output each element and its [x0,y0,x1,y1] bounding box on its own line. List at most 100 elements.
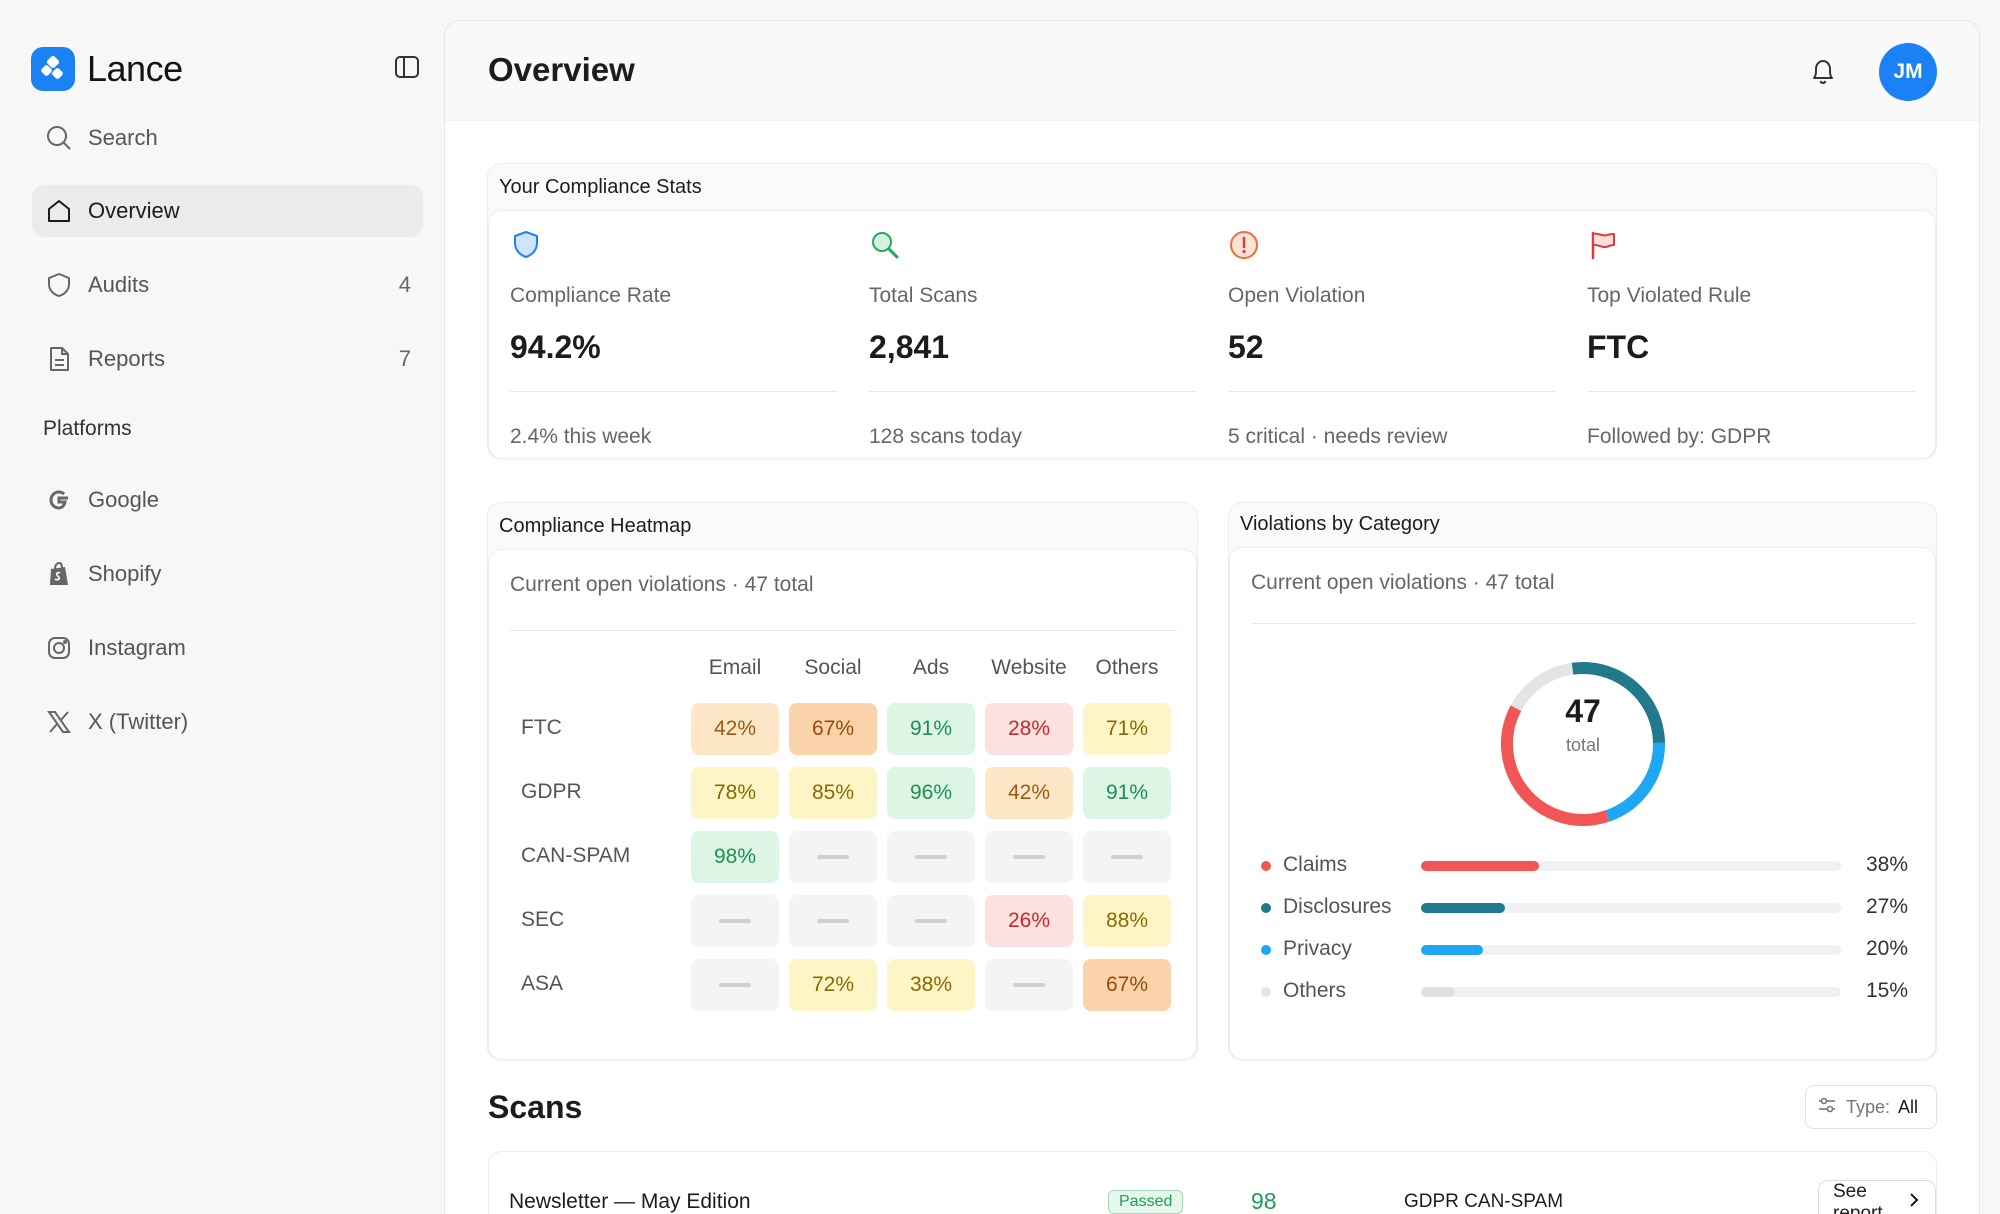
heatmap-cell-empty[interactable] [887,895,975,947]
heatmap-cell[interactable]: 91% [1083,767,1171,819]
sidebar: Lance Search Overview Audits 4 Reports 7… [0,0,444,1214]
scan-score: 98 [1251,1188,1277,1214]
instagram-icon [44,633,74,663]
legend-dot [1261,861,1271,871]
card-title: Compliance Heatmap [499,515,692,537]
heatmap-cell-empty[interactable] [985,959,1073,1011]
chevron-right-icon [1907,1191,1921,1214]
stat-top-violated-rule: Top Violated Rule FTC Followed by: GDPR [1587,229,1915,448]
legend-percent: 15% [1865,979,1908,1002]
stat-open-violation: Open Violation 52 5 critical · needs rev… [1228,229,1556,448]
heatmap-cell-empty[interactable] [691,959,779,1011]
heatmap-cell[interactable]: 26% [985,895,1073,947]
sidebar-item-x-twitter[interactable]: X (Twitter) [32,696,423,748]
heatmap-cell[interactable]: 28% [985,703,1073,755]
stat-total-scans: Total Scans 2,841 128 scans today [869,229,1197,448]
heatmap-cell[interactable]: 78% [691,767,779,819]
heatmap-cell[interactable]: 71% [1083,703,1171,755]
stat-label: Total Scans [869,284,978,307]
heatmap-column-header: Social [804,656,862,679]
legend-bar-fill [1421,861,1540,871]
type-filter-button[interactable]: Type: All [1805,1085,1937,1129]
heatmap-panel: Current open violations · 47 total Email… [488,549,1197,1060]
violations-donut-chart [1497,658,1669,830]
heatmap-cell[interactable]: 96% [887,767,975,819]
empty-dash [719,983,751,987]
google-icon [44,485,74,515]
heatmap-cell[interactable]: 42% [691,703,779,755]
sidebar-item-google[interactable]: Google [32,474,423,526]
legend-label: Disclosures [1283,895,1392,918]
sidebar-item-audits[interactable]: Audits 4 [32,259,423,311]
sidebar-item-instagram[interactable]: Instagram [32,622,423,674]
heatmap-cell-empty[interactable] [789,895,877,947]
scan-name: Newsletter — May Edition [509,1190,751,1213]
heatmap-cell[interactable]: 42% [985,767,1073,819]
heatmap-cell-empty[interactable] [1083,831,1171,883]
empty-dash [1013,983,1045,987]
stat-divider [869,391,1197,392]
heatmap-cell[interactable]: 72% [789,959,877,1011]
legend-label: Others [1283,979,1347,1002]
shopify-icon [44,559,74,589]
stat-value: FTC [1587,329,1650,365]
empty-dash [817,919,849,923]
legend-bar-track [1421,987,1841,997]
heatmap-cell[interactable]: 67% [1083,959,1171,1011]
shield-icon [44,270,74,300]
heatmap-row-label: ASA [521,972,564,995]
bell-icon[interactable] [1805,53,1841,89]
see-report-label: See report [1833,1181,1883,1214]
sidebar-item-shopify[interactable]: Shopify [32,548,423,600]
document-icon [44,344,74,374]
heatmap-row-label: CAN-SPAM [521,844,631,867]
donut-slice-disclosures[interactable] [1497,658,1669,830]
heatmap-cell[interactable]: 67% [789,703,877,755]
heatmap-cell[interactable]: 38% [887,959,975,1011]
legend-bar-track [1421,861,1841,871]
avatar[interactable]: JM [1879,43,1937,101]
sidebar-toggle-icon[interactable] [393,53,421,81]
stat-label: Open Violation [1228,284,1366,307]
search-nav[interactable]: Search [32,112,423,164]
lance-logo-icon [31,47,75,91]
brand[interactable]: Lance [31,47,183,91]
sidebar-item-reports[interactable]: Reports 7 [32,333,423,385]
stat-label: Compliance Rate [510,284,672,307]
filter-value: All [1898,1096,1919,1117]
donut-slice-claims[interactable] [1497,658,1669,830]
donut-total-label: total [1565,735,1601,755]
scan-rules: GDPR CAN-SPAM [1404,1191,1564,1212]
brand-name: Lance [87,48,183,89]
legend-percent: 27% [1865,895,1908,918]
sidebar-item-label: Overview [88,198,180,223]
heatmap-cell[interactable]: 85% [789,767,877,819]
heatmap-cell-empty[interactable] [789,831,877,883]
empty-dash [817,855,849,859]
compliance-stats-card: Your Compliance Stats Compliance Rate 94… [487,163,1937,459]
stat-label: Top Violated Rule [1587,284,1752,307]
scan-row[interactable]: Newsletter — May Edition Passed 98 GDPR … [488,1151,1937,1214]
search-icon [44,123,74,153]
filter-label: Type: [1846,1096,1891,1117]
filter-icon [1816,1094,1838,1121]
divider [1251,623,1916,624]
heatmap-cell-empty[interactable] [887,831,975,883]
heatmap-cell[interactable]: 88% [1083,895,1171,947]
heatmap-cell[interactable]: 98% [691,831,779,883]
see-report-button[interactable]: See report [1818,1180,1936,1214]
empty-dash [915,855,947,859]
heatmap-row-label: SEC [521,908,565,931]
donut-total: 47 [1565,693,1601,729]
status-badge: Passed [1108,1190,1184,1214]
legend-bar-fill [1421,987,1454,997]
sidebar-item-overview[interactable]: Overview [32,185,423,237]
heatmap-cell-empty[interactable] [691,895,779,947]
stat-sub: 128 scans today [869,425,1022,448]
heatmap-cell-empty[interactable] [985,831,1073,883]
heatmap-cell[interactable]: 91% [887,703,975,755]
home-icon [44,196,74,226]
heatmap-row-label: FTC [521,716,562,739]
legend-label: Claims [1283,853,1348,876]
sidebar-item-label: Google [88,487,159,512]
